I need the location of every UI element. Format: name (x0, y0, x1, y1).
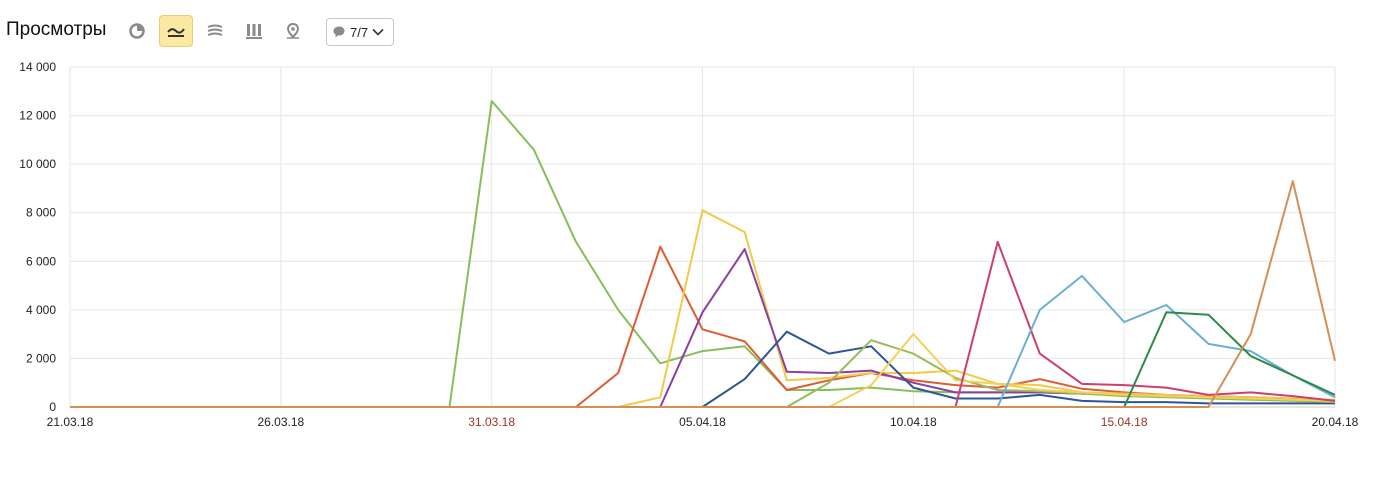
y-tick-label: 10 000 (19, 157, 56, 171)
chart-toolbar: Просмотры (0, 0, 1376, 62)
series-count: 7/7 (350, 24, 369, 40)
page-title: Просмотры (6, 19, 107, 40)
chevron-down-icon (372, 28, 384, 36)
map-pin-icon (286, 22, 300, 39)
x-tick-label: 26.03.18 (257, 415, 304, 429)
series-line-11[interactable] (70, 180, 1336, 408)
x-axis: 21.03.18 26.03.18 31.03.18 05.04.18 10.04.18… (47, 415, 1359, 429)
x-tick-label: 21.03.18 (47, 415, 94, 429)
x-tick-label: 31.03.18 (468, 415, 515, 429)
comment-icon (333, 26, 345, 38)
y-tick-label: 12 000 (19, 109, 56, 123)
area-chart-button[interactable] (198, 15, 232, 47)
line-chart-icon (167, 28, 185, 37)
x-tick-label: 20.04.18 (1312, 415, 1359, 429)
bar-chart-button[interactable] (237, 15, 271, 47)
chart-series (70, 100, 1336, 408)
y-tick-label: 14 000 (19, 60, 56, 74)
y-tick-label: 2 000 (26, 351, 56, 365)
y-axis: 0 2 000 4 000 6 000 8 000 10 000 12 000 14 000 (19, 60, 56, 414)
line-chart-button[interactable] (159, 15, 193, 47)
y-tick-label: 6 000 (26, 254, 56, 268)
pie-chart-button[interactable] (120, 15, 154, 47)
bar-chart-icon (246, 24, 262, 39)
y-tick-label: 4 000 (26, 303, 56, 317)
area-chart-icon (207, 24, 223, 36)
x-tick-label: 10.04.18 (890, 415, 937, 429)
pie-chart-icon (129, 23, 145, 39)
series-selector[interactable]: 7/7 (326, 18, 394, 46)
y-tick-label: 0 (49, 400, 56, 414)
x-tick-label: 05.04.18 (679, 415, 726, 429)
y-tick-label: 8 000 (26, 206, 56, 220)
chart-grid (69, 66, 1336, 408)
x-tick-label: 15.04.18 (1101, 415, 1148, 429)
map-button[interactable] (276, 15, 310, 47)
